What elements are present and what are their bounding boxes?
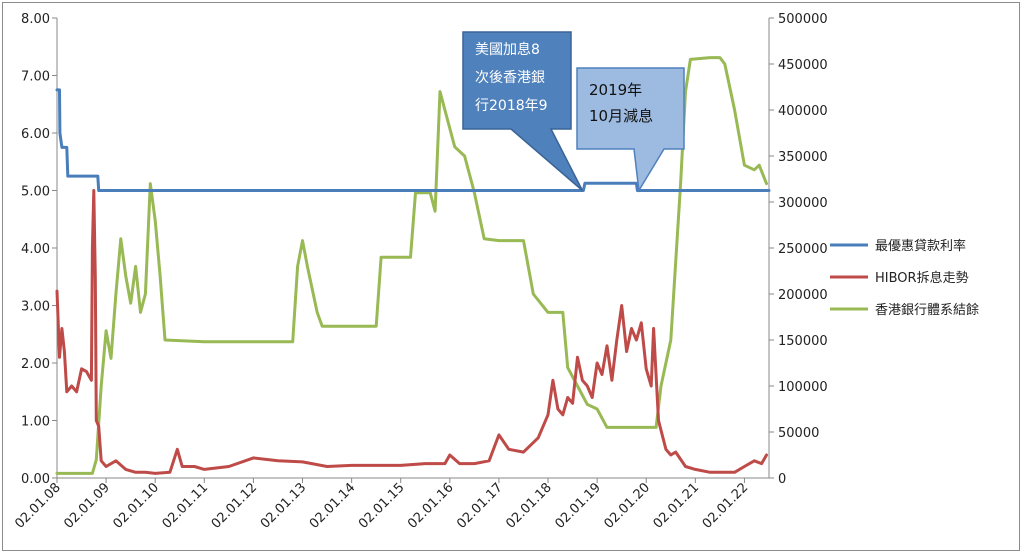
x-tick-label: 02.01.16 (405, 480, 457, 532)
left-tick-label: 4.00 (21, 242, 50, 257)
right-tick-label: 100000 (778, 380, 828, 395)
left-tick-label: 2.00 (21, 357, 50, 372)
left-tick-label: 8.00 (21, 12, 50, 27)
x-tick-label: 02.01.10 (110, 480, 162, 532)
right-tick-label: 400000 (778, 104, 828, 119)
callout-rate-hike-box (462, 31, 584, 192)
right-tick-label: 0 (778, 472, 786, 487)
series-line-1 (55, 189, 768, 475)
x-tick-label: 02.01.21 (651, 480, 703, 532)
callout-rate-cut-box (576, 67, 685, 193)
right-tick-label: 500000 (778, 12, 828, 27)
left-tick-label: 0.00 (21, 472, 50, 487)
callout-rate-cut-line: 2019年 (589, 81, 642, 99)
left-tick-label: 1.00 (21, 415, 50, 430)
x-tick-label: 02.01.20 (602, 480, 654, 532)
x-tick-label: 02.01.22 (700, 480, 752, 532)
series-line-0 (55, 88, 771, 192)
x-tick-label: 02.01.11 (160, 480, 212, 532)
x-tick-label: 02.01.19 (552, 480, 604, 532)
left-tick-label: 7.00 (21, 70, 50, 85)
series-line-2 (55, 56, 768, 475)
right-tick-label: 200000 (778, 288, 828, 303)
x-tick-label: 02.01.14 (307, 480, 359, 532)
right-tick-label: 450000 (778, 58, 828, 73)
callout-rate-hike-line: 美國加息8 (475, 41, 540, 58)
left-tick-label: 3.00 (21, 300, 50, 315)
x-tick-label: 02.01.08 (12, 480, 64, 532)
right-tick-label: 250000 (778, 242, 828, 257)
right-axis-ticks: 0 50000 100000 150000 200000 250000 300000 3500… (769, 12, 828, 487)
callout-rate-hike-line: 次後香港銀 (475, 70, 545, 86)
x-tick-label: 02.01.12 (209, 480, 261, 532)
x-tick-label: 02.01.17 (454, 480, 506, 532)
left-tick-label: 5.00 (21, 185, 50, 200)
right-tick-label: 150000 (778, 334, 828, 349)
x-tick-label: 02.01.13 (258, 480, 310, 532)
x-tick-label: 02.01.15 (356, 480, 408, 532)
callout-rate-hike-line: 行2018年9 (475, 98, 548, 114)
x-tick-label: 02.01.18 (503, 480, 555, 532)
left-axis-ticks: 0.00 1.00 2.00 3.00 4.00 5.00 6.00 7.00 8.00 (21, 12, 57, 487)
callout-rate-cut-line: 10月減息 (589, 107, 653, 125)
right-tick-label: 350000 (778, 150, 828, 165)
series-layer (55, 56, 771, 475)
right-tick-label: 300000 (778, 196, 828, 211)
x-axis-ticks: 02.01.0802.01.0902.01.1002.01.1102.01.12… (12, 478, 751, 532)
legend-label-0: 最優惠貸款利率 (875, 238, 966, 254)
legend-label-2: 香港銀行體系結餘 (875, 302, 979, 318)
left-tick-label: 6.00 (21, 127, 50, 142)
right-tick-label: 50000 (778, 426, 819, 441)
x-tick-label: 02.01.09 (61, 480, 113, 532)
legend-label-1: HIBOR拆息走勢 (875, 270, 969, 286)
